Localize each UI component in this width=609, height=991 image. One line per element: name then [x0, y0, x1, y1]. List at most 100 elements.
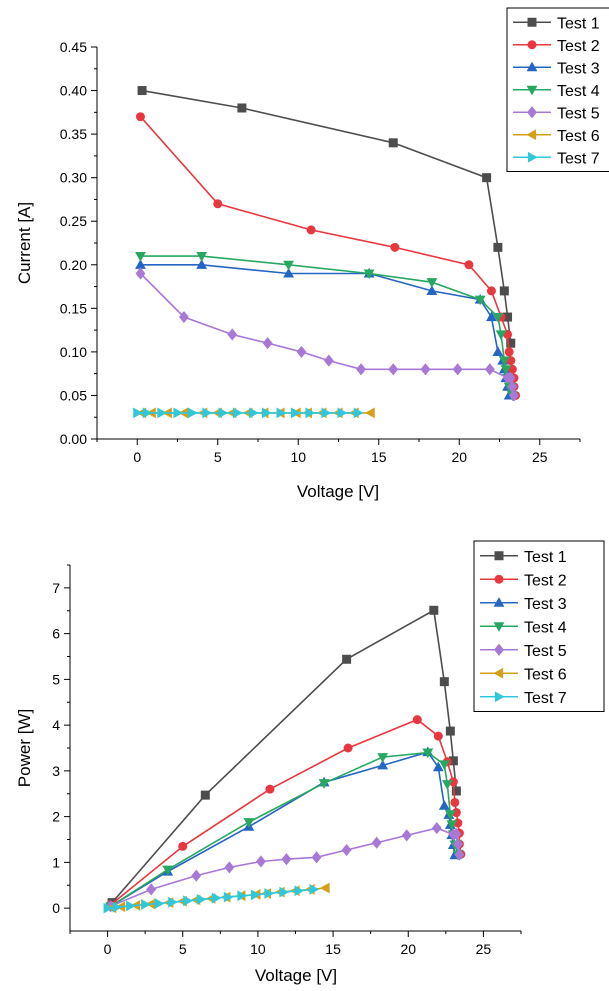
y-tick-label: 7 — [52, 580, 60, 596]
legend-label: Test 2 — [557, 38, 600, 55]
data-point-test-7 — [133, 407, 143, 419]
legend-item-test-3: Test 3 — [480, 596, 567, 613]
legend-marker — [494, 551, 504, 561]
data-point-test-7 — [250, 889, 261, 901]
y-tick-label: 0.15 — [60, 300, 87, 316]
data-point-test-5 — [505, 371, 516, 385]
data-point-test-5 — [146, 883, 157, 896]
legend-item-test-3: Test 3 — [513, 60, 600, 77]
series-line-test-4 — [140, 255, 514, 396]
y-tick-label: 0.05 — [60, 387, 87, 403]
legend-label: Test 4 — [524, 619, 567, 636]
y-tick-label: 0 — [52, 900, 60, 916]
legend-marker — [526, 129, 537, 141]
x-tick-label: 5 — [214, 449, 222, 465]
legend-label: Test 7 — [557, 150, 600, 167]
current-voltage-chart: 0 5 10 15 20 25 0.00 0.05 0.10 0.15 0.20 0.25 0.30 0.… — [15, 7, 609, 501]
x-tick-label: 10 — [250, 941, 266, 957]
legend: Test 1 Test 2 Test 3 Test 4 Test 5 Test 6 Test… — [506, 7, 609, 172]
data-point-test-7 — [264, 888, 275, 899]
data-point-test-7 — [218, 407, 229, 419]
data-point-test-1 — [388, 138, 398, 148]
data-point-test-2 — [213, 199, 223, 209]
legend-item-test-2: Test 2 — [480, 572, 567, 589]
data-point-test-5 — [451, 827, 462, 841]
data-point-test-4 — [500, 365, 512, 375]
series-test-7 — [133, 407, 364, 419]
y-tick-label: 0.40 — [60, 83, 87, 99]
data-point-test-7 — [305, 407, 316, 419]
data-point-test-5 — [227, 328, 238, 341]
data-point-test-1 — [237, 103, 247, 113]
data-point-test-5 — [509, 389, 519, 402]
data-point-test-7 — [187, 407, 198, 419]
data-point-test-3 — [486, 311, 497, 322]
series-line-test-7 — [107, 888, 314, 909]
series-line-test-1 — [111, 609, 458, 904]
x-tick-label: 25 — [476, 941, 492, 957]
data-point-test-3 — [196, 259, 208, 269]
y-tick-label: 6 — [52, 626, 60, 642]
legend-item-test-4: Test 4 — [513, 83, 600, 100]
data-point-test-5 — [507, 380, 518, 393]
data-point-test-4 — [377, 753, 389, 763]
x-tick-label: 20 — [451, 449, 467, 465]
legend-label: Test 3 — [524, 596, 567, 613]
data-point-test-7 — [233, 407, 243, 419]
data-point-test-2 — [265, 784, 275, 794]
y-tick-label: 4 — [52, 717, 60, 733]
y-tick-label: 0.25 — [60, 213, 87, 229]
data-point-test-5 — [452, 363, 463, 376]
data-point-test-7 — [294, 885, 305, 897]
x-tick-label: 0 — [104, 941, 112, 957]
data-point-test-5 — [452, 838, 463, 851]
legend-item-test-1: Test 1 — [513, 15, 600, 32]
data-point-test-4 — [498, 356, 510, 367]
series-line-test-4 — [110, 751, 459, 907]
x-tick-label: 20 — [400, 941, 416, 957]
data-point-test-2 — [135, 112, 145, 122]
data-point-test-4 — [318, 779, 330, 789]
data-point-test-2 — [450, 797, 460, 807]
data-point-test-4 — [363, 269, 375, 280]
data-point-test-2 — [464, 260, 474, 270]
data-point-test-5 — [454, 848, 465, 861]
legend: Test 1 Test 2 Test 3 Test 4 Test 5 Test 6 Test… — [473, 540, 605, 712]
y-tick-label: 0.45 — [60, 39, 87, 55]
legend-marker — [526, 61, 538, 72]
series-test-7 — [103, 883, 320, 914]
power-voltage-chart: 0 5 10 15 20 25 0 1 2 3 4 5 6 7 Voltage [V] Power [W] Te… — [15, 540, 605, 985]
legend-item-test-6: Test 6 — [480, 666, 567, 683]
legend-label: Test 1 — [524, 549, 567, 566]
legend-item-test-6: Test 6 — [513, 128, 600, 145]
data-point-test-4 — [495, 330, 507, 341]
series-line-test-2 — [110, 718, 462, 906]
data-point-test-2 — [433, 731, 443, 741]
legend-marker — [527, 151, 538, 163]
legend-marker — [527, 106, 537, 119]
data-point-test-3 — [432, 761, 444, 772]
data-point-test-7 — [173, 407, 184, 419]
data-point-test-1 — [499, 286, 509, 296]
data-point-test-5 — [281, 853, 292, 866]
series-test-3 — [105, 746, 462, 911]
data-point-test-1 — [482, 173, 492, 183]
data-point-test-5 — [255, 855, 266, 868]
data-point-test-3 — [492, 346, 504, 356]
y-tick-label: 1 — [52, 854, 60, 870]
data-point-test-4 — [492, 312, 504, 323]
series-line-test-3 — [110, 751, 457, 907]
data-point-test-4 — [438, 760, 450, 771]
x-tick-label: 5 — [179, 941, 187, 957]
data-point-test-7 — [249, 407, 259, 419]
y-tick-label: 0.10 — [60, 344, 87, 360]
legend-item-test-7: Test 7 — [480, 690, 567, 707]
data-point-test-2 — [448, 777, 458, 787]
legend-item-test-5: Test 5 — [513, 105, 600, 122]
data-point-test-4 — [243, 818, 255, 828]
data-point-test-7 — [237, 890, 248, 902]
data-point-test-7 — [337, 407, 348, 419]
data-point-test-7 — [223, 891, 234, 903]
data-point-test-7 — [168, 896, 178, 908]
data-point-test-4 — [426, 278, 438, 288]
